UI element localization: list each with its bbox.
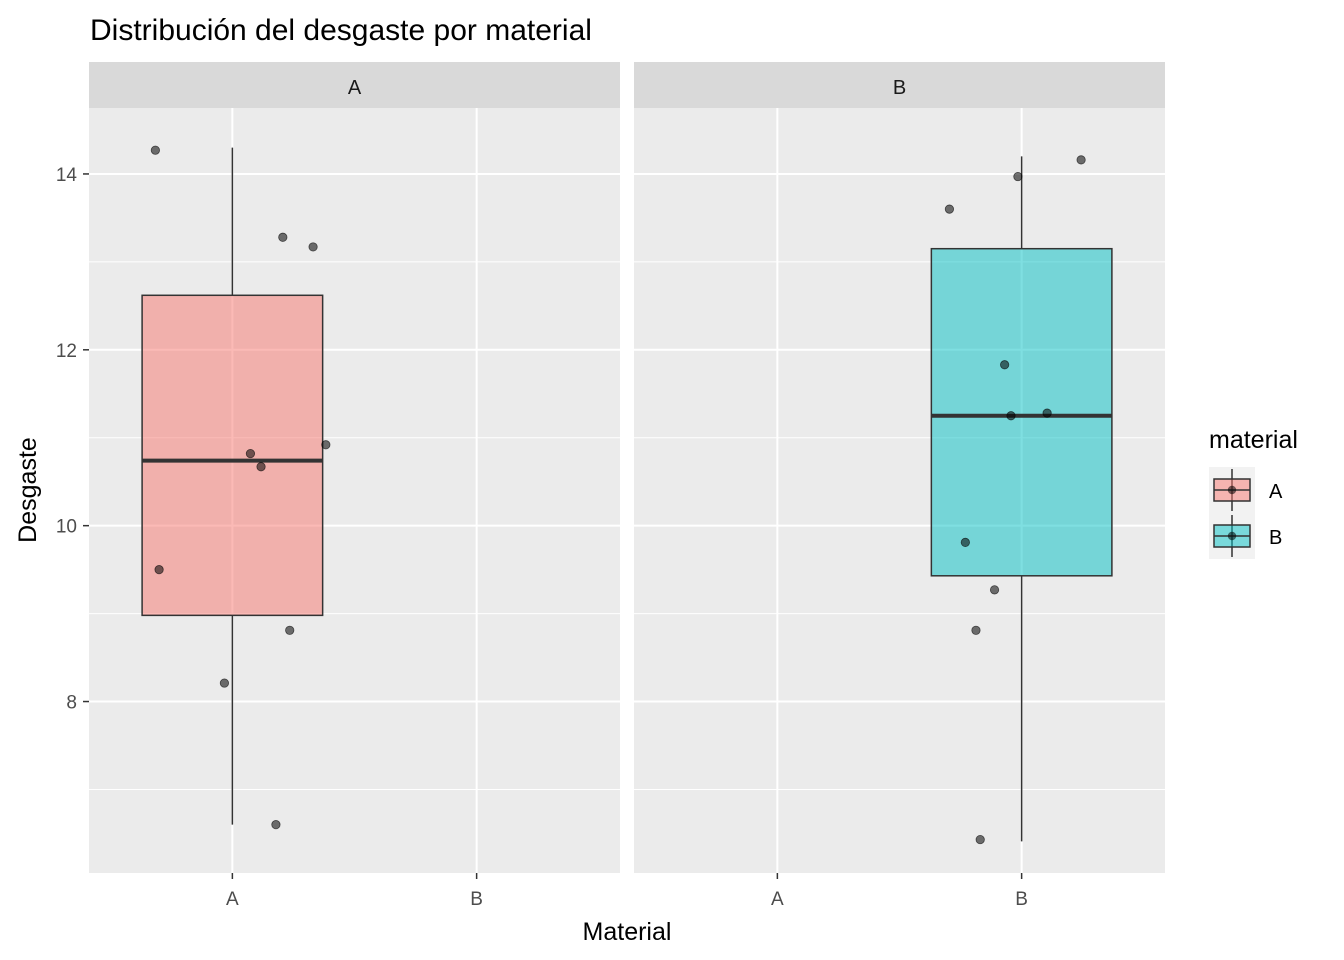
data-point bbox=[975, 834, 985, 845]
facet-strip bbox=[89, 62, 620, 108]
chart-title: Distribución del desgaste por material bbox=[90, 14, 592, 47]
data-point bbox=[321, 440, 331, 450]
data-point bbox=[960, 537, 970, 547]
data-point bbox=[1042, 408, 1052, 418]
data-point bbox=[1000, 360, 1010, 370]
y-tick-label: 14 bbox=[56, 165, 78, 186]
data-point bbox=[256, 462, 266, 472]
box-a bbox=[141, 294, 324, 617]
data-point bbox=[308, 242, 318, 252]
y-tick-label: 10 bbox=[56, 517, 77, 538]
legend-label-a: A bbox=[1269, 481, 1283, 503]
facet-panel-b: B bbox=[634, 62, 1165, 873]
data-point bbox=[271, 820, 281, 830]
data-point bbox=[1006, 411, 1016, 421]
data-point bbox=[944, 204, 955, 214]
legend-key-a bbox=[1209, 467, 1255, 513]
data-point bbox=[154, 565, 164, 575]
facet-strip bbox=[634, 62, 1165, 108]
data-point bbox=[219, 678, 230, 688]
legend-key-point bbox=[1227, 531, 1237, 541]
box-b bbox=[930, 247, 1113, 577]
data-point bbox=[150, 145, 160, 155]
x-tick-label: B bbox=[1015, 889, 1028, 910]
legend-title: material bbox=[1209, 426, 1298, 454]
data-point bbox=[1013, 171, 1023, 182]
legend-label-b: B bbox=[1269, 527, 1282, 549]
y-axis-title: Desgaste bbox=[14, 437, 42, 543]
legend-key-point bbox=[1227, 485, 1237, 495]
data-point bbox=[285, 625, 295, 635]
legend-key-b bbox=[1209, 513, 1255, 559]
data-point bbox=[278, 232, 288, 242]
data-point bbox=[989, 585, 1000, 595]
legend: material A B bbox=[1209, 426, 1298, 559]
data-point bbox=[971, 625, 981, 635]
facet-strip-label: B bbox=[893, 77, 906, 99]
data-point bbox=[245, 448, 256, 459]
x-tick-label: B bbox=[470, 889, 483, 910]
x-axis-title: Material bbox=[583, 918, 672, 946]
x-tick-label: A bbox=[771, 889, 784, 910]
data-point bbox=[1076, 155, 1086, 165]
y-tick-label: 8 bbox=[66, 693, 77, 714]
x-tick-label: A bbox=[226, 889, 239, 910]
y-axis: 8 10 12 14 bbox=[56, 165, 89, 714]
y-tick-label: 12 bbox=[56, 341, 77, 362]
facet-panel-a: A bbox=[89, 62, 620, 873]
facet-strip-label: A bbox=[348, 77, 362, 99]
